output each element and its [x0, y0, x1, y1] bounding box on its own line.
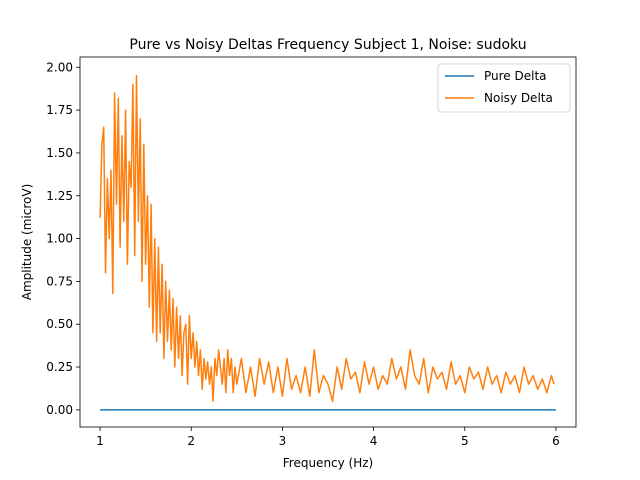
y-tick-label: 1.25 — [46, 189, 73, 203]
legend-label-noisy-delta: Noisy Delta — [484, 91, 553, 105]
y-axis-ticks: 0.00 0.25 0.50 0.75 1.00 1.25 1.50 1.75 2.00 — [46, 60, 80, 417]
legend-label-pure-delta: Pure Delta — [484, 69, 547, 83]
series-line-noisy-delta — [99, 75, 555, 403]
y-tick-label: 0.50 — [46, 317, 73, 331]
y-tick-label: 0.00 — [46, 403, 73, 417]
y-tick-label: 1.75 — [46, 103, 73, 117]
axes-frame — [79, 56, 577, 428]
y-tick-label: 1.50 — [46, 146, 73, 160]
legend: Pure Delta Noisy Delta — [437, 63, 571, 113]
series-layer — [99, 75, 556, 411]
x-tick-label: 3 — [279, 434, 287, 448]
chart-title: Pure vs Noisy Deltas Frequency Subject 1… — [129, 37, 526, 53]
y-tick-label: 2.00 — [46, 60, 73, 74]
y-tick-label: 1.00 — [46, 232, 73, 246]
plot-area — [79, 56, 577, 428]
legend-entries: Pure Delta Noisy Delta — [445, 69, 553, 105]
x-tick-label: 5 — [461, 434, 469, 448]
x-axis-label: Frequency (Hz) — [283, 456, 374, 470]
x-tick-label: 6 — [552, 434, 560, 448]
y-tick-label: 0.75 — [46, 274, 73, 288]
x-tick-label: 4 — [370, 434, 378, 448]
x-tick-label: 1 — [96, 434, 104, 448]
x-axis-ticks: 1 2 3 4 5 6 — [96, 427, 560, 448]
x-tick-label: 2 — [187, 434, 195, 448]
y-axis-label: Amplitude (microV) — [20, 184, 34, 301]
y-tick-label: 0.25 — [46, 360, 73, 374]
